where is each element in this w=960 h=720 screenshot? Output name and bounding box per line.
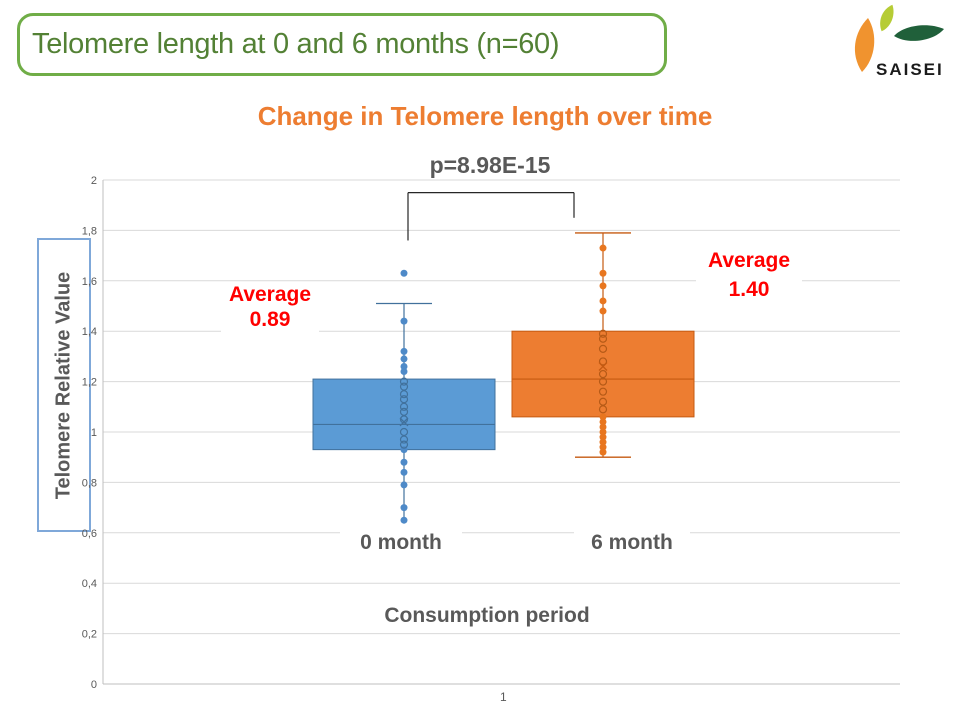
average-annotation-6month-word: Average	[707, 249, 791, 272]
slide-title: Telomere length at 0 and 6 months (n=60)	[32, 28, 560, 60]
data-point	[400, 458, 408, 466]
data-point	[400, 468, 408, 476]
data-point	[400, 355, 408, 363]
slide-title-box: Telomere length at 0 and 6 months (n=60)	[17, 13, 667, 76]
chart-title: Change in Telomere length over time	[257, 101, 713, 131]
logo-text: SAISEI	[876, 60, 944, 79]
data-point-open	[399, 402, 409, 411]
data-point	[599, 433, 607, 441]
data-point-open	[399, 377, 409, 386]
data-point	[400, 347, 408, 355]
y-axis-title: Telomere Relative Value	[52, 271, 75, 499]
data-point	[599, 282, 607, 290]
x-axis-title: Consumption period	[362, 600, 612, 632]
data-point-open	[399, 435, 409, 444]
logo-orange-leaf-icon	[854, 18, 875, 72]
category-label-0month: 0 month	[340, 524, 462, 562]
data-point-open	[598, 369, 608, 379]
data-point-open	[399, 427, 409, 437]
data-point	[400, 317, 408, 325]
data-point	[599, 423, 607, 431]
data-point	[599, 269, 607, 277]
data-point-open	[399, 382, 409, 391]
data-point-open	[399, 407, 409, 416]
data-point	[400, 362, 408, 370]
data-point	[599, 438, 607, 446]
page-number: 1	[500, 690, 507, 704]
y-tick-label: 0,2	[82, 629, 97, 641]
box-6-month	[511, 330, 695, 418]
data-point-open	[399, 395, 409, 404]
mean-marker	[399, 417, 409, 427]
data-point-open	[598, 387, 608, 396]
data-point	[599, 443, 607, 451]
data-point	[400, 269, 408, 277]
data-point	[599, 307, 607, 315]
p-value-label: p=8.98E-15	[387, 148, 593, 182]
logo-dark-leaf-icon	[894, 25, 944, 41]
data-point-open	[598, 405, 608, 414]
average-annotation-0month-value: 0.89	[249, 308, 291, 331]
mean-marker	[598, 362, 608, 371]
average-annotation-6month-value: 1.40	[728, 278, 770, 301]
y-axis-title-box: Telomere Relative Value	[37, 238, 91, 532]
data-point	[599, 428, 607, 436]
data-point-open	[598, 344, 608, 353]
data-point-open	[399, 415, 409, 424]
data-point	[599, 297, 607, 305]
data-point-open	[598, 329, 608, 338]
data-point	[599, 244, 607, 252]
logo-lime-leaf-icon	[880, 4, 894, 32]
data-point-open	[598, 377, 608, 386]
y-tick-label: 1	[91, 427, 97, 439]
data-point-open	[598, 397, 608, 406]
y-tick-label: 2	[91, 175, 97, 187]
logo-leaves-icon: SAISEI	[854, 4, 944, 79]
data-point	[400, 481, 408, 489]
average-annotation-0month-word: Average	[228, 283, 312, 306]
data-point	[599, 413, 607, 421]
y-tick-label: 1,8	[82, 225, 97, 237]
data-point	[400, 504, 408, 512]
y-tick-label: 0,4	[82, 578, 97, 590]
data-point-open	[399, 390, 409, 399]
data-point	[400, 368, 408, 376]
data-point	[599, 418, 607, 426]
data-point	[599, 448, 607, 456]
saisei-logo: SAISEI	[838, 2, 958, 86]
y-tick-label: 0	[91, 679, 97, 691]
average-annotation-6month: Average 1.40	[696, 246, 802, 304]
category-label-6month: 6 month	[574, 530, 690, 555]
data-point	[400, 516, 408, 524]
box-0-month	[312, 378, 496, 451]
data-point-open	[598, 357, 608, 366]
data-point-open	[598, 334, 608, 343]
data-point	[400, 446, 408, 454]
data-point-open	[399, 440, 409, 449]
average-annotation-0month: Average 0.89	[221, 282, 319, 332]
